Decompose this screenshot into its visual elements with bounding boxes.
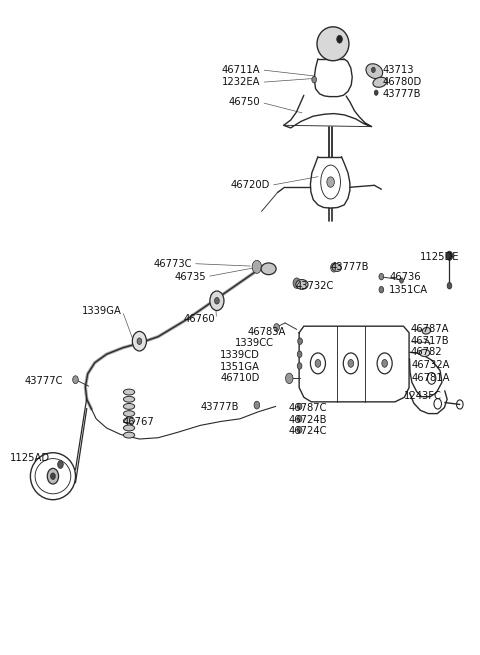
Text: 1351GA: 1351GA (220, 362, 260, 371)
Ellipse shape (296, 280, 308, 290)
Circle shape (446, 251, 453, 260)
Text: 1339CC: 1339CC (235, 338, 274, 348)
Ellipse shape (123, 389, 135, 395)
Circle shape (379, 286, 384, 293)
Circle shape (298, 338, 302, 345)
Text: 43713: 43713 (382, 65, 414, 75)
Text: 46732A: 46732A (412, 360, 450, 370)
Ellipse shape (123, 432, 135, 438)
Circle shape (331, 263, 337, 272)
Circle shape (297, 415, 302, 422)
Text: 46787C: 46787C (288, 403, 327, 413)
Text: 46750: 46750 (228, 98, 260, 107)
Ellipse shape (123, 411, 135, 417)
Text: 1243FC: 1243FC (403, 391, 441, 401)
Circle shape (337, 35, 342, 43)
Text: 1351CA: 1351CA (389, 285, 429, 295)
Ellipse shape (123, 396, 135, 402)
Text: 1125AD: 1125AD (10, 453, 50, 463)
Text: 1339GA: 1339GA (82, 306, 121, 316)
Circle shape (297, 351, 302, 358)
Text: 46767: 46767 (123, 417, 155, 427)
Circle shape (252, 260, 262, 273)
Text: 46724C: 46724C (288, 426, 327, 436)
Text: 1125DE: 1125DE (420, 252, 460, 262)
Text: 46711A: 46711A (221, 65, 260, 75)
Text: 46773C: 46773C (154, 259, 192, 269)
Ellipse shape (123, 418, 135, 424)
Text: 43777B: 43777B (201, 402, 239, 412)
Circle shape (348, 360, 354, 367)
Text: 46760: 46760 (184, 314, 216, 324)
Text: 43777B: 43777B (331, 263, 369, 272)
Text: 43777B: 43777B (382, 89, 421, 99)
Text: 46710D: 46710D (221, 373, 260, 383)
Circle shape (293, 278, 300, 288)
Text: 43777C: 43777C (24, 376, 63, 386)
Text: 46782: 46782 (410, 347, 442, 357)
Circle shape (447, 282, 452, 289)
Circle shape (58, 460, 63, 468)
Circle shape (327, 177, 335, 187)
Ellipse shape (366, 64, 383, 79)
Ellipse shape (332, 263, 341, 271)
Circle shape (297, 363, 302, 369)
Circle shape (312, 77, 316, 83)
Circle shape (274, 324, 279, 331)
Circle shape (400, 278, 403, 283)
Circle shape (382, 360, 387, 367)
Ellipse shape (317, 27, 349, 61)
Ellipse shape (422, 328, 431, 334)
Ellipse shape (420, 349, 430, 356)
Text: 46781A: 46781A (412, 373, 450, 383)
Text: 46736: 46736 (389, 272, 421, 282)
Circle shape (72, 376, 78, 384)
Text: 1339CD: 1339CD (220, 350, 260, 360)
Circle shape (254, 402, 260, 409)
Text: 46720D: 46720D (230, 180, 270, 191)
Circle shape (48, 468, 59, 484)
Text: 46717B: 46717B (410, 335, 449, 346)
Circle shape (372, 67, 375, 73)
Text: 43732C: 43732C (295, 282, 334, 291)
Circle shape (297, 403, 302, 409)
Ellipse shape (373, 77, 387, 87)
Ellipse shape (261, 263, 276, 274)
Circle shape (215, 297, 219, 304)
Circle shape (297, 426, 302, 433)
Text: 46787A: 46787A (410, 324, 449, 334)
Circle shape (374, 90, 378, 96)
Circle shape (315, 360, 321, 367)
Ellipse shape (123, 403, 135, 409)
Circle shape (286, 373, 293, 384)
Circle shape (379, 273, 384, 280)
Ellipse shape (123, 425, 135, 431)
Text: 46780D: 46780D (382, 77, 421, 87)
Circle shape (137, 338, 142, 345)
Text: 1232EA: 1232EA (222, 77, 260, 87)
Circle shape (210, 291, 224, 310)
Circle shape (50, 473, 55, 479)
Text: 46735: 46735 (175, 272, 206, 282)
Text: 46724B: 46724B (288, 415, 327, 425)
Circle shape (132, 331, 146, 351)
Text: 46783A: 46783A (248, 327, 286, 337)
